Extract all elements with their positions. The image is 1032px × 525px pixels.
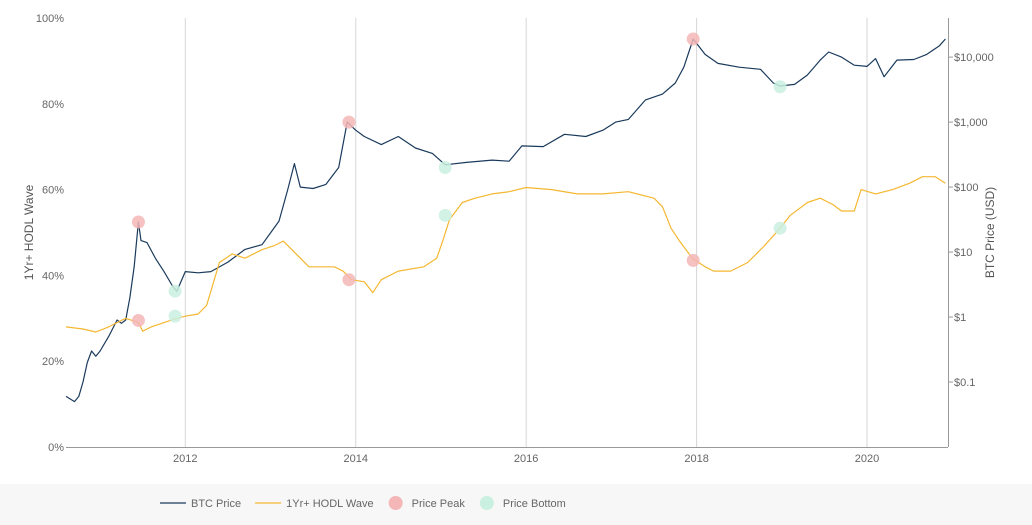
y-left-tick-label: 0% <box>48 442 64 454</box>
legend-swatch-price-peak <box>388 496 403 510</box>
marker-price-peak <box>131 215 145 229</box>
x-tick-label: 2014 <box>343 453 367 465</box>
legend-swatch-price-bottom <box>479 496 494 510</box>
y-left-tick-label: 100% <box>36 13 64 25</box>
marker-price-bottom <box>773 221 787 235</box>
legend-bar <box>0 484 1032 525</box>
marker-price-peak <box>686 253 700 267</box>
markers-group <box>131 32 787 327</box>
y-right-tick-label: $0.1 <box>954 377 975 389</box>
y-left-tick-label: 60% <box>42 185 64 197</box>
axes: 2012 2014 2016 2018 2020 0% 20% 40% 60% 80% 100% $0… <box>22 13 997 465</box>
series-line-1yr-hodl-wave <box>65 176 946 333</box>
gridlines <box>184 18 868 447</box>
y-left-tick-label: 20% <box>42 356 64 368</box>
legend-label-price-bottom: Price Bottom <box>503 498 566 510</box>
x-tick-label: 2020 <box>855 453 879 465</box>
marker-price-peak <box>342 273 356 287</box>
y-right-tick-label: $10,000 <box>954 52 994 64</box>
y-right-tick-label: $10 <box>954 247 972 259</box>
y-left-tick-label: 80% <box>42 99 64 111</box>
marker-price-bottom <box>438 161 452 175</box>
y-left-axis-title: 1Yr+ HODL Wave <box>22 184 36 280</box>
x-tick-label: 2016 <box>514 453 538 465</box>
legend: BTC Price 1Yr+ HODL Wave Price Peak Price B… <box>160 496 566 510</box>
y-right-axis-title: BTC Price (USD) <box>983 187 997 278</box>
marker-price-bottom <box>168 284 182 298</box>
legend-label-price-peak: Price Peak <box>412 498 466 510</box>
y-left-tick-label: 40% <box>42 270 64 282</box>
marker-price-peak <box>686 32 700 46</box>
marker-price-bottom <box>168 309 182 323</box>
x-tick-label: 2018 <box>684 453 708 465</box>
marker-price-peak <box>131 313 145 327</box>
legend-label-1yr-hodl-wave: 1Yr+ HODL Wave <box>286 498 374 510</box>
series-line-btc-price <box>65 38 946 403</box>
legend-label-btc-price: BTC Price <box>191 498 241 510</box>
x-tick-label: 2012 <box>173 453 197 465</box>
y-right-tick-label: $100 <box>954 182 978 194</box>
marker-price-bottom <box>773 80 787 94</box>
series-group <box>65 38 946 403</box>
marker-price-peak <box>342 115 356 129</box>
y-right-tick-label: $1,000 <box>954 117 988 129</box>
marker-price-bottom <box>438 208 452 222</box>
y-right-tick-label: $1 <box>954 312 966 324</box>
